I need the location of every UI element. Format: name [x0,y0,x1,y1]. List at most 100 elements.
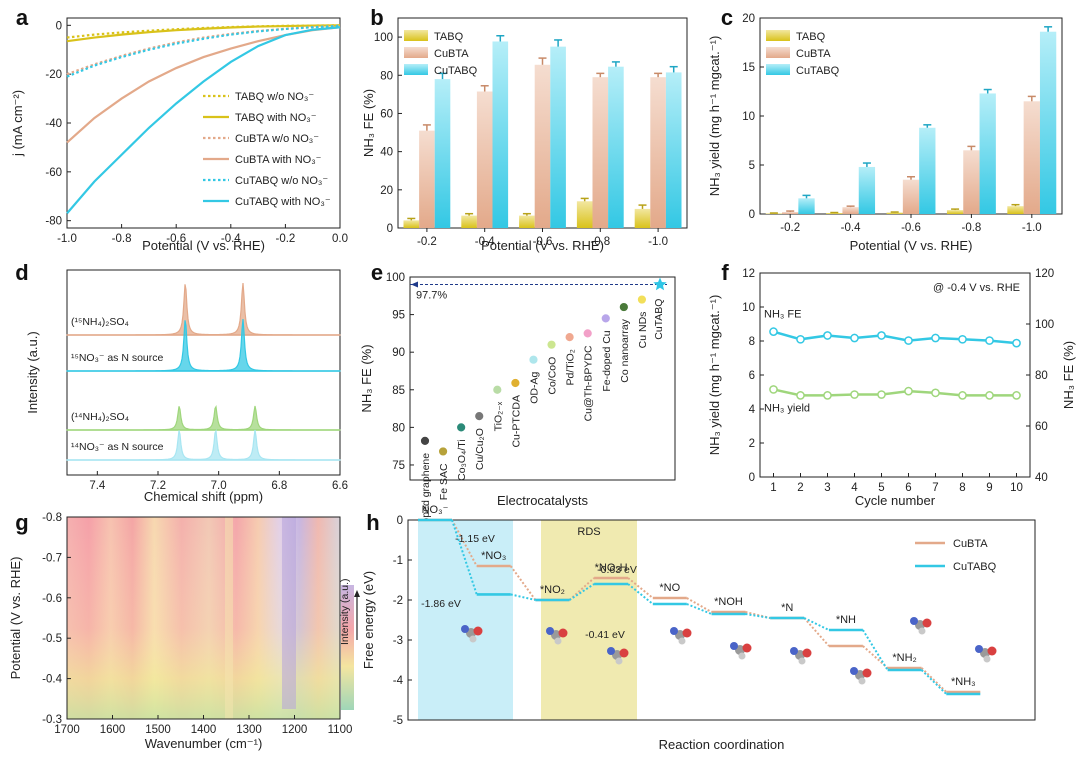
data-point-star [653,277,667,291]
x-tick-label: 5 [878,482,884,494]
data-point [420,436,430,446]
catalyst-label: Cu/Cu₂O [474,428,486,470]
x-tick-label: -0.4 [221,233,241,245]
y-tick-label: 2 [749,438,755,450]
colorbar [341,585,354,710]
plot-frame-d [66,269,341,476]
y-tick-label: 10 [742,302,755,314]
molecule-atom [730,642,738,650]
legend-swatch [404,30,428,41]
intermediate-label: *NH [836,614,856,626]
legend-label: CuBTA w/o NO₃⁻ [235,133,319,145]
catalyst-label: OD-Ag [528,372,540,404]
x-tick-label: 9 [986,482,992,494]
molecule-atom [802,648,812,658]
y-axis-title: Free energy (eV) [361,571,376,669]
x-axis-title: Potential (V vs. RHE) [850,238,973,253]
intermediate-label: *N [781,602,793,614]
x-axis-title: Potential (V vs. RHE) [142,238,265,253]
molecule-atom [983,655,991,663]
y-axis-title: j (mA cm⁻²) [10,90,25,157]
energy-annotation: -0.41 eV [585,629,625,641]
x-tick-label: 0.0 [332,233,348,245]
x-axis-title: Potential (V vs. RHE) [481,238,604,253]
catalyst-label: TiO₂₋ₓ [492,401,504,431]
x-tick-label: 7 [932,482,938,494]
x-axis-title: Reaction coordination [659,737,785,752]
y2-axis-title: NH₃ FE (%) [1061,341,1076,409]
y-tick-label: 60 [380,108,393,120]
x-tick-label: -0.6 [533,236,553,248]
y-tick-label: -3 [393,635,403,647]
series-line-0 [773,330,1017,345]
panel-label-f: f [721,260,729,285]
bar-CuBTA [476,91,493,228]
bar-CuBTA [419,130,435,228]
y-tick-label: 4 [749,404,756,416]
bar-CuBTA [842,207,859,214]
intermediate-label: *NOH [714,596,743,608]
y-tick-label: 8 [749,336,755,348]
highlight-region [418,520,513,720]
x-tick-label: 2 [797,482,803,494]
x-axis-title: Chemical shift (ppm) [144,489,263,504]
molecule-atom [558,628,568,638]
x-tick-label: -1.0 [57,233,77,245]
data-point [850,390,859,399]
catalyst-label: Pd/TiO₂ [565,349,577,385]
connector [862,645,889,669]
panel-e-chart: e 75 80 85 90 95 100 Electrocatalysts NH₃ FE (%)… [359,260,676,540]
series-line-1 [66,24,341,43]
bar-CuTABQ [492,41,509,229]
data-point [823,391,832,400]
panel-label-e: e [371,260,383,285]
y-tick-label: 85 [392,385,405,397]
data-point [877,331,886,340]
x-tick-label: 7.2 [150,480,166,492]
data-point [958,391,967,400]
x-tick-label: -0.2 [275,233,295,245]
bar-CuBTA [534,64,551,228]
series-label: NH₃ FE [764,309,801,321]
molecule-atom [619,648,629,658]
catalyst-label: Co₃O₄/Ti [456,439,468,480]
data-point [850,333,859,343]
data-point [618,302,629,312]
data-point [796,334,805,344]
heatmap-band [282,517,296,709]
legend-label: CuBTA [953,538,988,550]
molecule-atom [987,646,997,656]
intermediate-label: *NO₂ [540,584,565,596]
panel-a-chart: a -1.0 -0.8 -0.6 -0.4 -0.2 0.0 0 -20 -40 -60 -80 Pot… [10,5,348,253]
y-tick-label: 12 [742,268,755,280]
intermediate-label: *NH₃ [951,676,976,688]
panel-label-g: g [15,510,28,535]
bar-TABQ [886,212,903,214]
y-tick-label: 100 [386,272,405,284]
molecule-atom [922,618,932,628]
bar-TABQ [946,210,964,214]
panel-c-chart: c -0.2 -0.4 -0.6 -0.8 -1.0 0 5 10 15 20 Potential (… [707,5,1063,253]
y-tick-label: -1 [393,555,403,567]
y-tick-label: -0.3 [42,714,62,726]
y-tick-label: 0 [749,209,755,221]
y-tick-label: -4 [393,675,404,687]
connector [686,603,712,615]
data-point [637,294,647,305]
data-point [600,313,611,324]
x-tick-label: 1200 [282,724,308,736]
legend-label: TABQ [434,31,464,43]
y-tick-label: -20 [45,69,62,81]
bar-CuBTA [902,179,920,214]
connector [745,613,771,619]
legend-label: CuBTA with NO₃⁻ [235,154,322,166]
molecule-atom [742,643,752,653]
data-point [769,327,778,337]
y2-tick-label: 120 [1035,268,1054,280]
y-tick-label: 0 [387,223,393,235]
energy-annotation: -1.86 eV [421,598,461,610]
data-point [985,391,994,400]
y-tick-label: -0.5 [42,633,62,645]
y-axis-title: NH₃ FE (%) [359,344,374,412]
